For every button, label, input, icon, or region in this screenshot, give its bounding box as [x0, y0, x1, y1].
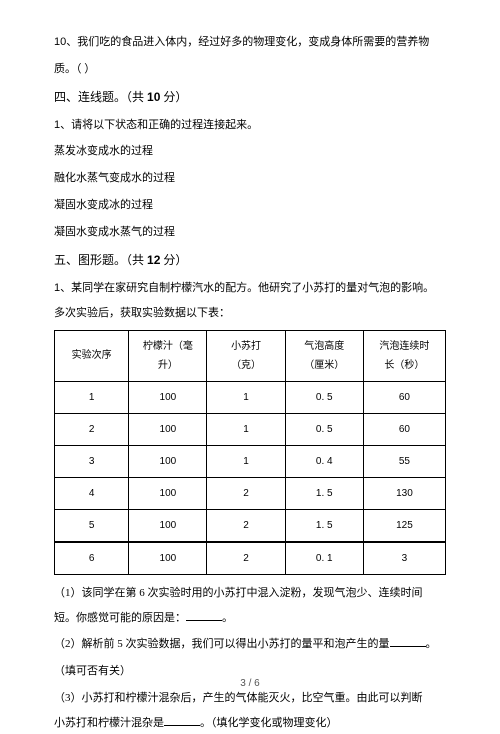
pair-1: 蒸发冰变成水的过程 — [54, 141, 446, 162]
q10-text1: 我们吃的食品进入体内，经过好多的物理变化，变成身体所需要的营养物 — [77, 36, 429, 48]
pair-2: 融化水蒸气变成水的过程 — [54, 168, 446, 189]
q10-line2: 质。（ ） — [54, 59, 446, 80]
q10-num: 10、 — [54, 36, 77, 48]
sub1-line1: （1）该同学在第 6 次实验时用的小苏打中混入淀粉，发现气泡少、连续时间 — [54, 583, 446, 604]
q10-line1: 10、我们吃的食品进入体内，经过好多的物理变化，变成身体所需要的营养物 — [54, 32, 446, 53]
sub1-line2: 短。你感觉可能的原因是：。 — [54, 608, 446, 629]
table-row: 610020. 13 — [55, 542, 446, 575]
table-row: 410021. 5130 — [55, 477, 446, 509]
sub2-line1: （2）解析前 5 次实验数据，我们可以得出小苏打的量平和泡产生的量。 — [54, 634, 446, 655]
s4q1: 1、请将以下状态和正确的过程连接起来。 — [54, 115, 446, 136]
sub3-line2: 小苏打和柠檬汁混杂是。（填化学变化或物理变化） — [54, 713, 446, 734]
s5q1-line1: 1、某同学在家研究自制柠檬汽水的配方。他研究了小苏打的量对气泡的影响。 — [54, 278, 446, 299]
table-row: 210010. 560 — [55, 413, 446, 445]
table-row: 510021. 5125 — [55, 509, 446, 542]
blank-2[interactable] — [390, 638, 426, 648]
table-row: 310010. 455 — [55, 445, 446, 477]
hdr-2: 柠檬汁（毫升） — [129, 330, 207, 381]
pair-4: 凝固水变成水蒸气的过程 — [54, 222, 446, 243]
table-row: 110010. 560 — [55, 381, 446, 413]
section-5-title: 五、图形题。（共 12 分） — [54, 249, 446, 272]
hdr-3: 小苏打（克） — [207, 330, 285, 381]
hdr-4: 气泡高度（厘米） — [285, 330, 363, 381]
experiment-table: 实验次序 柠檬汁（毫升） 小苏打（克） 气泡高度（厘米） 汽泡连续时长（秒） 1… — [54, 330, 446, 575]
blank-1[interactable] — [186, 611, 222, 621]
blank-3[interactable] — [164, 716, 200, 726]
hdr-1: 实验次序 — [55, 330, 129, 381]
table-header: 实验次序 柠檬汁（毫升） 小苏打（克） 气泡高度（厘米） 汽泡连续时长（秒） — [55, 330, 446, 381]
page-number: 3 / 6 — [0, 674, 500, 693]
hdr-5: 汽泡连续时长（秒） — [363, 330, 445, 381]
pair-3: 凝固水变成冰的过程 — [54, 195, 446, 216]
section-4-title: 四、连线题。（共 10 分） — [54, 86, 446, 109]
s5q1-line2: 多次实验后，获取实验数据以下表： — [54, 303, 446, 324]
